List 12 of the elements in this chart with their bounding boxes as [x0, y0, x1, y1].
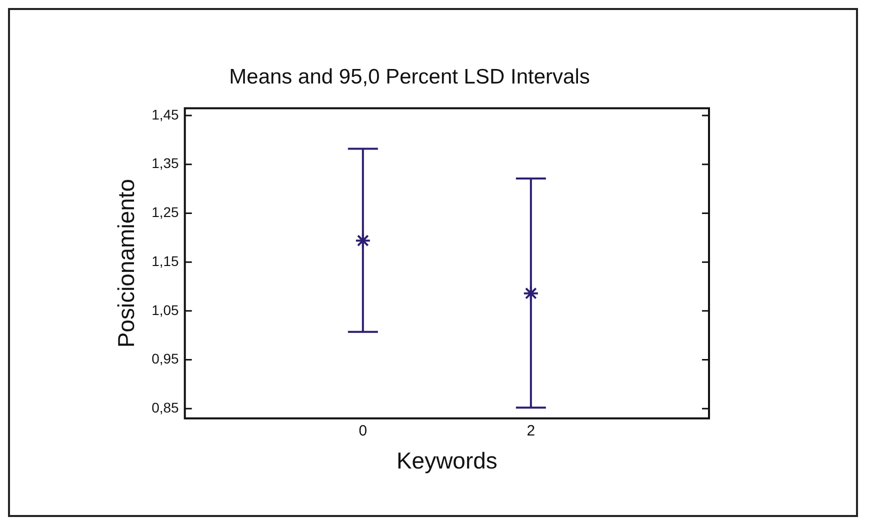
y-tick-label: 1,25 [152, 204, 180, 220]
y-tick-label: 1,35 [152, 155, 180, 172]
x-tick-label: 2 [526, 422, 536, 440]
y-tick-label: 0,95 [152, 350, 180, 367]
y-axis-title: Posicionamiento [113, 178, 140, 348]
chart-title: Means and 95,0 Percent LSD Intervals [229, 65, 590, 88]
y-tick-label: 1,15 [152, 252, 180, 269]
y-tick-label: 1,45 [152, 106, 180, 122]
x-axis-title: Keywords [396, 448, 498, 474]
y-tick-label: 0,85 [152, 399, 180, 416]
x-tick-label: 0 [358, 422, 368, 440]
y-tick-label: 1,05 [152, 302, 180, 318]
